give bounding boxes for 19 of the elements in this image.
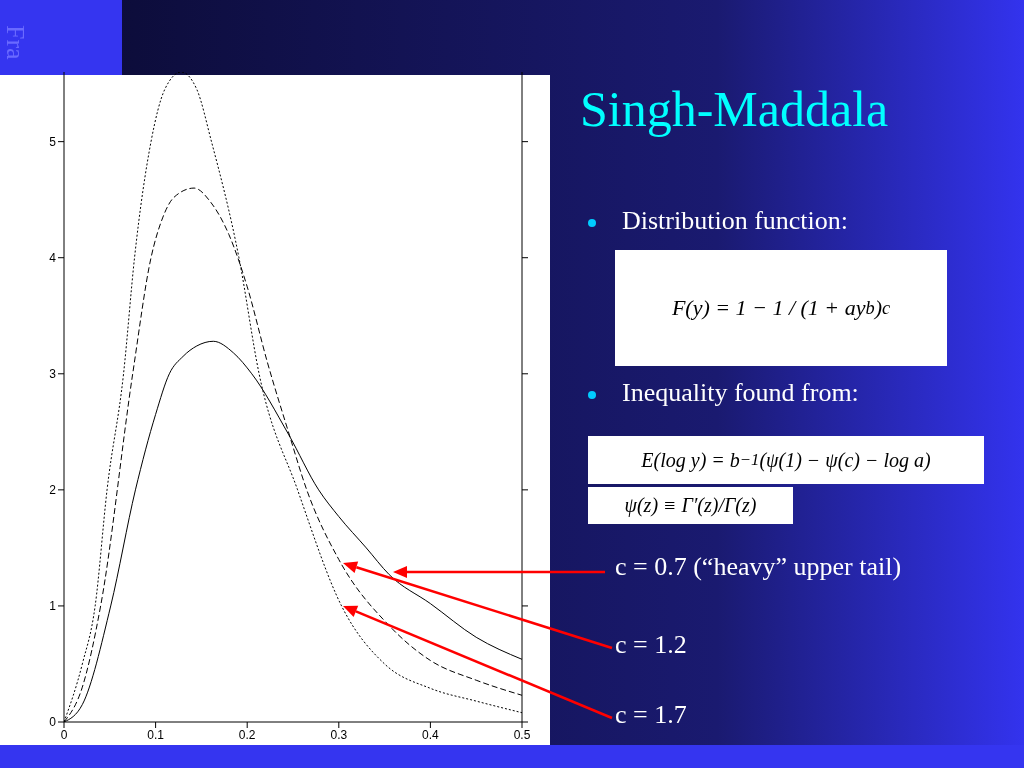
- y-tick-label: 2: [49, 483, 57, 498]
- y-tick-label: 0: [49, 715, 57, 730]
- text: c = 1.2: [615, 630, 687, 660]
- text: Singh-Maddala: [580, 80, 889, 138]
- y-tick-label: 1: [49, 599, 57, 614]
- text: Inequality found from:: [622, 378, 859, 407]
- y-tick-label: 3: [49, 367, 57, 382]
- x-tick-label: 0.1: [147, 727, 165, 742]
- x-tick-label: 0.3: [330, 727, 348, 742]
- x-tick-label: 0.4: [422, 727, 440, 742]
- text: c = 0.7 (“heavy” upper tail): [615, 552, 902, 582]
- text: Distribution function:: [622, 206, 849, 235]
- x-tick-label: 0.5: [513, 727, 531, 742]
- y-tick-label: 5: [49, 134, 57, 149]
- text: c = 1.7: [615, 700, 687, 730]
- text: ψ(z) ≡ Γ′(z)/Γ(z): [588, 487, 793, 524]
- x-tick-label: 0: [60, 727, 68, 742]
- x-tick-label: 0.2: [238, 727, 256, 742]
- y-tick-label: 4: [49, 250, 57, 265]
